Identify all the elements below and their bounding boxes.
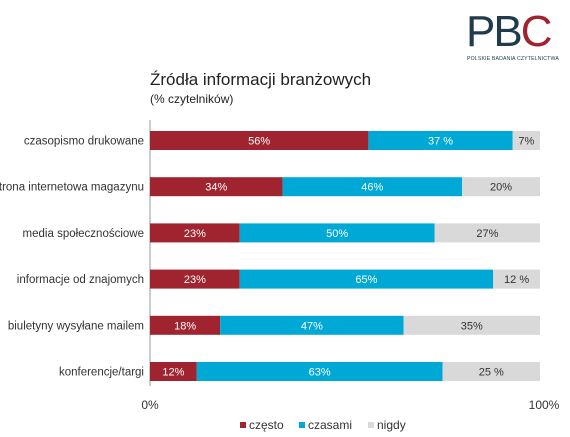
category-label: biuletyny wysyłane mailem xyxy=(8,320,144,332)
bar-segment xyxy=(150,315,221,335)
data-label: 50% xyxy=(326,228,348,240)
data-label: 65% xyxy=(355,274,377,286)
category-label: informacje od znajomych xyxy=(17,274,144,286)
bar-segment xyxy=(368,131,513,150)
legend-label: nigdy xyxy=(377,418,406,432)
data-label: 37 % xyxy=(428,136,453,148)
logo-letters: PBC xyxy=(466,7,553,56)
legend-swatch xyxy=(240,422,246,428)
category-label: strona internetowa magazynu xyxy=(0,182,144,194)
data-label: 27% xyxy=(476,228,498,240)
legend-swatch xyxy=(299,422,305,428)
data-label: 12 % xyxy=(504,274,529,286)
bar-segment xyxy=(442,362,540,381)
data-label: 18% xyxy=(174,320,196,332)
legend-label: czasami xyxy=(308,418,352,432)
bar-segment xyxy=(239,223,435,243)
bar-segment xyxy=(150,269,240,289)
logo-subtitle: POLSKIE BADANIA CZYTELNICTWA xyxy=(467,56,559,62)
bar-segment xyxy=(150,131,369,150)
bar-segment xyxy=(196,362,443,381)
chart-title: Źródła informacji branżowych xyxy=(150,70,372,89)
category-label: konferencje/targi xyxy=(59,367,144,379)
bar-segment xyxy=(512,131,540,150)
bar-segment xyxy=(282,177,462,197)
chart-subtitle: (% czytelników) xyxy=(150,92,234,106)
data-label: 34% xyxy=(205,182,227,194)
logo-letter-b: B xyxy=(493,7,522,56)
bar-segment xyxy=(239,269,494,289)
bar-segment xyxy=(434,223,540,243)
legend-swatch xyxy=(368,422,374,428)
bar-segment xyxy=(220,315,404,335)
data-label: 23% xyxy=(184,274,206,286)
data-label: 20% xyxy=(490,182,512,194)
pbc-logo: PBC POLSKIE BADANIA CZYTELNICTWA xyxy=(466,7,559,64)
data-label: 23% xyxy=(184,228,206,240)
x-tick-label: 100% xyxy=(529,398,560,412)
bar-segment xyxy=(403,315,540,335)
data-label: 56% xyxy=(248,136,270,148)
legend-label: często xyxy=(249,418,284,432)
data-label: 25 % xyxy=(479,367,504,379)
data-label: 7% xyxy=(518,136,534,148)
bar-segment xyxy=(150,177,283,197)
bar-segment xyxy=(150,223,240,243)
category-label: czasopismo drukowane xyxy=(24,136,144,148)
logo-letter-c: C xyxy=(520,7,553,56)
data-label: 35% xyxy=(461,320,483,332)
category-label: media społecznościowe xyxy=(23,228,144,240)
logo-letter-p: P xyxy=(466,7,495,56)
bar-segment xyxy=(150,362,197,381)
bar-segment xyxy=(462,177,540,197)
data-label: 63% xyxy=(309,367,331,379)
x-tick-label: 0% xyxy=(141,398,159,412)
data-label: 47% xyxy=(301,320,323,332)
bar-segment xyxy=(493,269,540,289)
data-label: 12% xyxy=(162,367,184,379)
data-label: 46% xyxy=(361,182,383,194)
